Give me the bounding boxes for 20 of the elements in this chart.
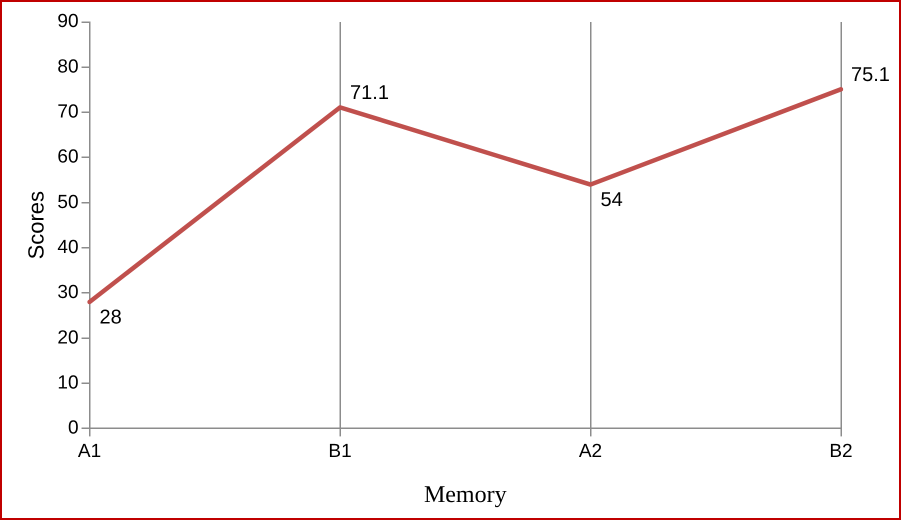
x-tick-label: B1	[328, 441, 352, 462]
y-axis-title: Scores	[23, 190, 48, 260]
x-tick-label: B2	[829, 441, 853, 462]
y-tick-label: 80	[57, 56, 79, 78]
data-label: 75.1	[851, 64, 890, 86]
y-tick-label: 0	[68, 418, 79, 439]
y-tick-label: 20	[57, 327, 79, 348]
x-tick-label: A1	[78, 441, 102, 462]
y-tick-label: 50	[57, 192, 79, 213]
data-label: 54	[600, 189, 623, 212]
data-label: 71.1	[350, 82, 389, 104]
x-axis-title: Memory	[424, 482, 507, 508]
y-tick-label: 10	[57, 372, 79, 394]
x-tick-label: A2	[578, 441, 602, 462]
y-tick-label: 40	[57, 237, 79, 258]
data-label: 28	[100, 306, 122, 328]
y-tick-label: 90	[57, 11, 79, 32]
y-tick-label: 60	[57, 146, 79, 168]
y-tick-label: 70	[57, 102, 79, 123]
y-tick-label: 30	[57, 282, 79, 304]
